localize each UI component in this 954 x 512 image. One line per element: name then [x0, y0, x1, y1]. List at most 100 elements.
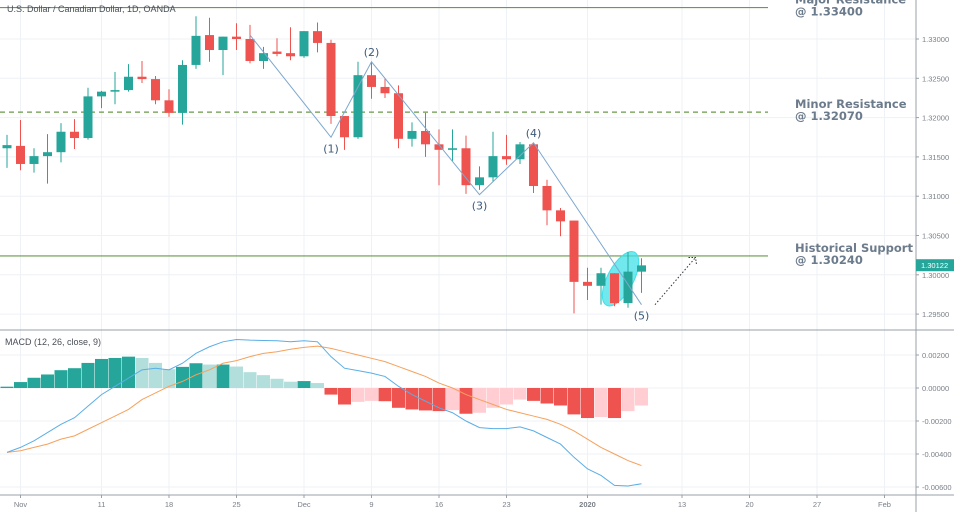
- candle: [542, 179, 552, 226]
- price-tick-label: 1.32000: [922, 114, 949, 123]
- candle-body: [421, 130, 430, 145]
- wave-label: (3): [472, 200, 488, 213]
- candle-body: [448, 148, 457, 150]
- price-tick-label: 1.29500: [922, 310, 949, 319]
- time-tick-label: 23: [502, 500, 510, 509]
- candle: [245, 24, 255, 64]
- macd-histogram-bar: [500, 388, 513, 405]
- macd-histogram-bar: [351, 388, 365, 402]
- candle-body: [56, 131, 66, 153]
- macd-histogram-bar: [176, 366, 189, 388]
- level-value: @ 1.33400: [795, 5, 863, 19]
- wave-label: (1): [323, 142, 339, 155]
- macd-histogram-bar: [446, 388, 459, 411]
- candle: [421, 112, 430, 157]
- price-tick-label: 1.32500: [922, 74, 949, 83]
- macd-histogram-bar: [392, 388, 405, 408]
- macd-line: [6, 338, 642, 487]
- macd-histogram-bar: [365, 388, 378, 401]
- macd-histogram-bar: [216, 364, 230, 388]
- time-tick-label: Feb: [878, 500, 891, 509]
- macd-histogram-bar: [162, 369, 176, 388]
- time-tick-label: Nov: [14, 500, 28, 509]
- last-price-label: 1.30122: [921, 261, 948, 270]
- candle: [556, 207, 565, 237]
- macd-title: MACD (12, 26, close, 9): [5, 337, 101, 347]
- candle-body: [178, 64, 187, 113]
- macd-histogram-bar: [230, 366, 243, 388]
- level-label: Historical Support: [795, 241, 913, 255]
- candle-body: [232, 36, 241, 39]
- candle-body: [502, 156, 511, 160]
- time-tick-label: 9: [369, 500, 373, 509]
- candle-body: [407, 130, 417, 139]
- candle: [407, 122, 417, 147]
- candle-body: [610, 273, 619, 304]
- wave-label: (4): [526, 127, 542, 140]
- candle: [110, 72, 120, 105]
- candle-body: [340, 116, 349, 138]
- candle-body: [299, 31, 309, 57]
- macd-histogram-bar: [311, 383, 324, 388]
- wave-label: (2): [364, 46, 380, 59]
- candle-body: [110, 90, 120, 92]
- macd-tick-label: 0.00000: [922, 384, 949, 393]
- candle-body: [475, 177, 484, 186]
- candle: [623, 252, 633, 308]
- candle-body: [29, 156, 39, 164]
- candle-body: [596, 273, 606, 286]
- candle-body: [367, 75, 376, 87]
- macd-histogram-bar: [405, 388, 419, 410]
- candle: [286, 27, 295, 61]
- macd-histogram-bar: [203, 364, 216, 388]
- macd-histogram-bar: [554, 388, 567, 406]
- candle: [515, 141, 525, 164]
- candle-body: [286, 53, 295, 57]
- macd-histogram-bar: [68, 368, 81, 388]
- candle: [124, 64, 133, 92]
- candle: [2, 134, 12, 168]
- macd-histogram-bar: [513, 388, 527, 400]
- candle: [353, 61, 363, 139]
- macd-histogram-bar: [324, 388, 338, 395]
- candle-body: [583, 281, 592, 286]
- candle-body: [43, 152, 52, 157]
- macd-histogram-bar: [257, 375, 270, 388]
- macd-histogram-bar: [0, 386, 14, 388]
- macd-histogram-bar: [581, 388, 594, 419]
- macd-tick-label: -0.00600: [922, 483, 952, 492]
- time-tick-label: 11: [98, 500, 106, 509]
- candle: [191, 16, 201, 69]
- candle: [367, 61, 376, 99]
- macd-histogram-bar: [149, 362, 162, 388]
- candle: [488, 131, 498, 183]
- time-tick-label: 16: [435, 500, 443, 509]
- macd-histogram-bar: [54, 370, 68, 388]
- macd-histogram-bar: [243, 372, 257, 388]
- candle-body: [272, 51, 282, 54]
- price-tick-label: 1.31500: [922, 153, 949, 162]
- candle-body: [83, 96, 93, 139]
- candle-body: [313, 31, 322, 43]
- candle-body: [488, 156, 498, 178]
- macd-histogram-bar: [432, 388, 446, 412]
- time-tick-label: 27: [813, 500, 821, 509]
- candle: [83, 87, 93, 140]
- candle: [569, 220, 579, 314]
- candle: [394, 85, 403, 149]
- macd-histogram-bar: [338, 388, 351, 405]
- candle: [475, 166, 484, 190]
- candle: [137, 61, 147, 84]
- candle: [529, 142, 538, 194]
- chart-title: U.S. Dollar / Canadian Dollar, 1D, OANDA: [7, 4, 176, 14]
- macd-tick-label: 0.00200: [922, 351, 949, 360]
- macd-histogram-bar: [378, 388, 392, 402]
- candle-body: [542, 185, 552, 211]
- macd-histogram-bar: [459, 388, 473, 414]
- candle: [205, 17, 214, 62]
- candle: [151, 75, 160, 105]
- candle-body: [124, 76, 133, 91]
- time-tick-label: Dec: [297, 500, 311, 509]
- candle-body: [137, 76, 147, 80]
